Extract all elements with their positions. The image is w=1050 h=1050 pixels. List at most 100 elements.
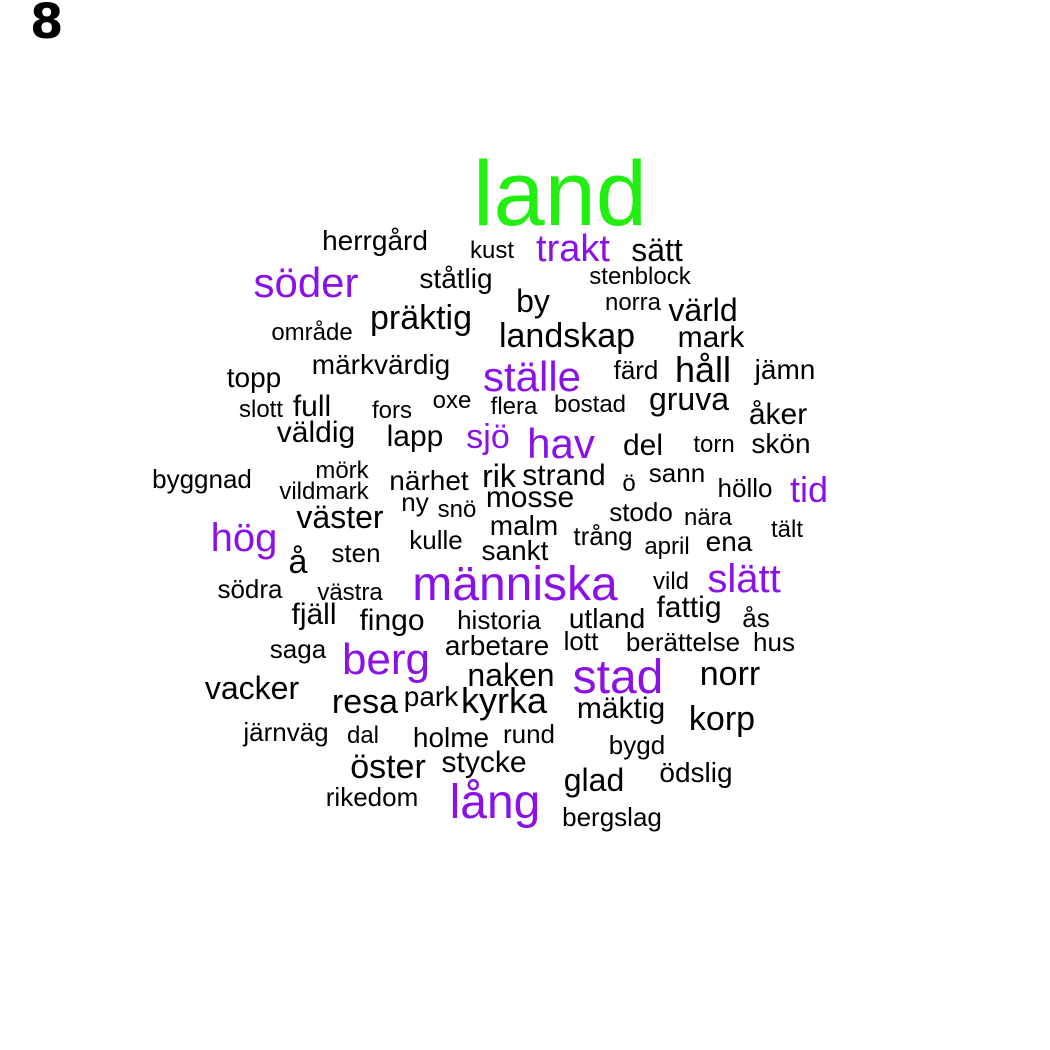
cloud-word: ställe [482,353,582,400]
cloud-word: trång [573,521,633,551]
cloud-word: park [403,681,459,712]
cloud-word: malm [489,510,559,541]
cloud-word: resa [331,683,399,721]
cloud-word: ödslig [659,757,733,788]
cloud-word: historia [457,605,541,635]
cloud-word: nära [683,504,733,531]
cloud-word: järnväg [243,717,329,747]
cloud-word: skön [751,428,811,459]
cloud-word: värld [668,292,738,328]
cloud-word: sätt [631,232,683,268]
cloud-word: herrgård [322,225,428,256]
cloud-word: trakt [536,228,610,270]
cloud-word: håll [674,349,732,390]
cloud-word: torn [693,431,735,458]
cloud-word: mörk [315,457,369,484]
cloud-word: fingo [359,604,425,637]
cloud-word: land [473,143,647,245]
cloud-word: lång [449,776,541,829]
cloud-word: by [516,283,550,319]
cloud-word: färd [613,355,659,385]
cloud-word: stenblock [589,263,691,290]
cloud-word: ås [742,603,770,633]
cloud-word: åker [748,398,808,431]
cloud-word: lott [563,626,599,656]
cloud-word: gruva [648,381,730,417]
cloud-word: märkvärdig [311,349,451,380]
cloud-word: byggnad [152,464,252,494]
cloud-word: fors [371,397,413,424]
cloud-word: höllo [717,473,773,503]
cloud-word: fattig [656,591,722,624]
cloud-word: ena [705,526,753,557]
cloud-word: ö [622,470,636,497]
cloud-word: utland [568,603,646,634]
cloud-word: slätt [707,557,781,601]
cloud-word: sjö [466,418,510,456]
cloud-word: snö [437,496,477,523]
cloud-word: hög [210,516,278,560]
cloud-word: söder [253,259,359,306]
cloud-word: holme [412,722,490,753]
cloud-word: kulle [409,525,463,555]
cloud-word: väldig [276,416,356,449]
cloud-word: bygd [608,730,666,760]
cloud-word: stycke [441,746,527,779]
cloud-word: öster [350,748,426,786]
cloud-word: naken [467,657,555,693]
cloud-word: å [288,543,308,581]
cloud-word: västra [317,579,383,606]
cloud-word: vildmark [279,478,369,505]
cloud-word: sann [648,458,706,488]
cloud-word: präktig [369,299,473,337]
cloud-word: tält [770,516,804,543]
cloud-word: bergslag [562,802,662,832]
cloud-word: arbetare [444,630,550,661]
cloud-word: område [271,319,353,346]
cloud-word: berg [341,635,431,684]
cloud-word: närhet [389,465,469,496]
cloud-word: hav [527,420,595,467]
cloud-word: människa [412,558,618,611]
cloud-word: södra [217,574,283,604]
cloud-word: hus [753,627,795,657]
cloud-word: vacker [204,670,300,706]
cloud-word: norr [699,655,761,693]
cloud-word: jämn [754,354,816,385]
cloud-word: rund [502,719,556,749]
cloud-word: strand [522,459,606,492]
cloud-word: norra [604,289,662,316]
cloud-word: berättelse [625,627,741,657]
cloud-word: landskap [498,317,636,355]
cloud-word: sten [331,538,381,568]
panel-label: 8 [30,0,64,50]
cloud-word: april [644,533,690,560]
cloud-word: glad [563,762,625,798]
cloud-word: full [292,390,332,423]
cloud-word: stodo [609,497,673,527]
cloud-word: kust [469,237,515,264]
cloud-word: tid [789,469,829,510]
cloud-word: slott [238,396,284,423]
cloud-word: kyrka [460,680,548,721]
cloud-word: väster [296,499,384,535]
cloud-word: rikedom [325,782,419,812]
cloud-word: flera [490,393,538,420]
cloud-word: dal [346,722,380,749]
cloud-word: topp [226,362,282,393]
cloud-word: sankt [481,535,549,566]
cloud-word: del [622,429,664,462]
cloud-word: fjäll [291,598,337,631]
cloud-word: oxe [432,387,472,414]
cloud-word: rik [482,458,516,494]
cloud-word: mark [677,321,745,354]
cloud-word: lapp [386,420,444,453]
cloud-word: stad [572,651,664,704]
cloud-word: ståtlig [419,263,493,294]
cloud-word: mäktig [576,692,666,725]
cloud-word: vild [652,568,690,595]
cloud-word: korp [688,700,756,738]
cloud-word: ny [401,487,429,517]
cloud-word: bostad [553,391,627,418]
